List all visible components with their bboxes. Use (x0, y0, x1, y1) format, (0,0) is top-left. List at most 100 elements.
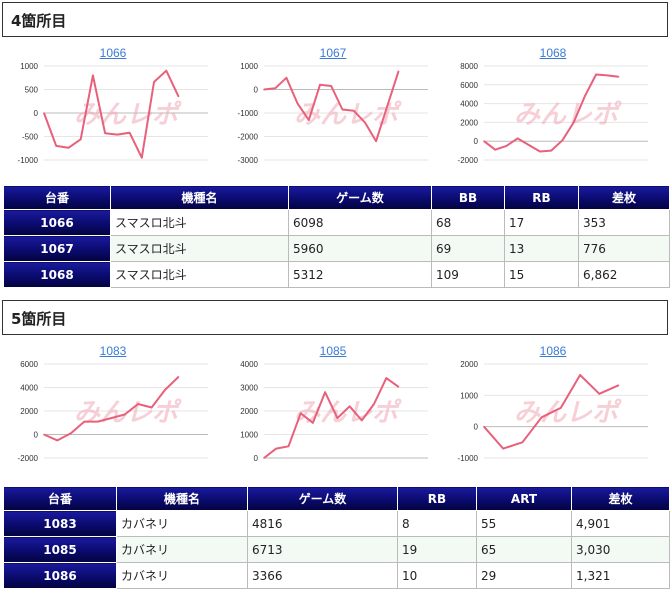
data-point (502, 447, 505, 450)
art-count: 65 (476, 536, 572, 563)
data-point (572, 121, 575, 124)
slump-chart-1067[interactable]: 1000 0 -1000 -2000 -3000 みんレポ 1067 (228, 46, 438, 168)
art-count: 55 (476, 510, 572, 537)
data-point (397, 70, 400, 73)
data-point (539, 150, 541, 153)
data-point (164, 389, 166, 391)
machine-number[interactable]: 1085 (3, 536, 117, 563)
y-tick-label: -2000 (18, 454, 39, 463)
chart-title-link[interactable]: 1066 (99, 46, 127, 60)
machine-name: スマスロ北斗 (110, 209, 289, 236)
column-header: RB (504, 185, 579, 210)
y-tick-label: 3000 (240, 384, 258, 393)
chart-canvas: 1000 500 0 -500 -1000 みんレポ (18, 62, 208, 165)
data-point (56, 439, 59, 442)
y-tick-label: -1000 (18, 156, 39, 165)
machine-number[interactable]: 1066 (3, 209, 111, 236)
machine-name: スマスロ北斗 (110, 261, 289, 288)
data-point (386, 105, 389, 107)
data-point (70, 432, 72, 435)
medal-difference: 353 (578, 209, 670, 236)
data-point (263, 457, 265, 459)
slump-chart-1086[interactable]: 2000 1000 0 -1000 みんレポ 1086 (448, 344, 658, 466)
rb-count: 17 (504, 209, 579, 236)
data-point (263, 88, 265, 91)
column-header: BB (431, 185, 505, 210)
y-tick-label: 1000 (20, 62, 38, 71)
table-row[interactable]: 1085 カバネリ 6713 19 65 3,030 (3, 536, 670, 563)
y-tick-label: 1000 (240, 62, 258, 71)
y-tick-label: 1000 (460, 391, 478, 400)
y-tick-label: 2000 (20, 407, 38, 416)
y-tick-label: 8000 (460, 62, 478, 71)
data-point (116, 133, 119, 136)
chart-title-link[interactable]: 1067 (319, 46, 347, 60)
bb-count: 69 (431, 235, 505, 262)
rb-count: 8 (397, 510, 477, 537)
medal-difference: 6,862 (578, 261, 670, 288)
y-tick-label: 6000 (20, 360, 38, 369)
data-point (364, 121, 366, 124)
data-point (92, 74, 94, 77)
game-count: 5960 (288, 235, 432, 262)
data-point (584, 95, 586, 97)
column-header: 差枚 (571, 486, 670, 511)
data-point (561, 139, 564, 142)
data-point (521, 441, 524, 444)
data-point (287, 445, 290, 448)
y-tick-label: -1000 (238, 109, 259, 118)
data-point (528, 144, 530, 146)
data-point (96, 420, 99, 423)
y-tick-label: -2000 (458, 156, 479, 165)
chart-title-link[interactable]: 1068 (539, 46, 567, 60)
slump-chart-1068[interactable]: 8000 6000 4000 2000 0 -2000 みんレポ 1068 (448, 46, 658, 168)
section-header-1: 4箇所目 (2, 2, 668, 37)
data-point (153, 81, 155, 83)
chart-canvas: 4000 3000 2000 1000 0 みんレポ (240, 360, 428, 463)
table-row[interactable]: 1068 スマスロ北斗 5312 109 15 6,862 (3, 261, 670, 288)
column-header: ゲーム数 (288, 185, 432, 210)
column-header: 差枚 (578, 185, 670, 210)
table-row[interactable]: 1083 カバネリ 4816 8 55 4,901 (3, 510, 670, 537)
y-tick-label: -3000 (238, 156, 259, 165)
machine-number[interactable]: 1067 (3, 235, 111, 262)
game-count: 4816 (247, 510, 398, 537)
slump-chart-1066[interactable]: 1000 500 0 -500 -1000 みんレポ 1066 (8, 46, 218, 168)
medal-difference: 4,901 (571, 510, 670, 537)
y-tick-label: 0 (474, 137, 479, 146)
chart-title-link[interactable]: 1085 (319, 344, 347, 358)
slump-chart-1085[interactable]: 4000 3000 2000 1000 0 みんレポ 1085 (228, 344, 438, 466)
data-point (299, 412, 302, 415)
medal-difference: 776 (578, 235, 670, 262)
data-point (177, 95, 180, 98)
machine-number[interactable]: 1083 (3, 510, 117, 537)
y-tick-label: 0 (34, 431, 39, 440)
data-point (275, 447, 278, 450)
machine-number[interactable]: 1068 (3, 261, 111, 288)
machine-number[interactable]: 1086 (3, 562, 117, 589)
y-tick-label: 4000 (240, 360, 258, 369)
section-title: 4箇所目 (11, 12, 67, 30)
machine-table-2: 台番 機種名 ゲーム数 RB ART 差枚 1083 カバネリ 4816 8 5… (3, 486, 670, 589)
chart-canvas: 2000 1000 0 -1000 みんレポ (458, 360, 648, 463)
watermark-logo: みんレポ (294, 398, 402, 428)
chart-title-link[interactable]: 1083 (99, 344, 127, 358)
series-line (43, 69, 180, 159)
table-row[interactable]: 1086 カバネリ 3366 10 29 1,321 (3, 562, 670, 589)
data-point (67, 146, 70, 149)
data-point (324, 391, 326, 393)
data-point (606, 74, 609, 77)
chart-title-link[interactable]: 1086 (539, 344, 567, 358)
y-tick-label: 0 (254, 86, 259, 95)
y-tick-label: 2000 (460, 118, 478, 127)
table-row[interactable]: 1067 スマスロ北斗 5960 69 13 776 (3, 235, 670, 262)
slump-chart-1083[interactable]: 6000 4000 2000 0 -2000 みんレポ 1083 (8, 344, 218, 466)
chart-canvas: 8000 6000 4000 2000 0 -2000 みんレポ (458, 62, 648, 165)
rb-count: 13 (504, 235, 579, 262)
y-tick-label: 0 (34, 109, 39, 118)
data-point (516, 137, 519, 140)
table-row[interactable]: 1066 スマスロ北斗 6098 68 17 353 (3, 209, 670, 236)
data-point (560, 407, 562, 409)
